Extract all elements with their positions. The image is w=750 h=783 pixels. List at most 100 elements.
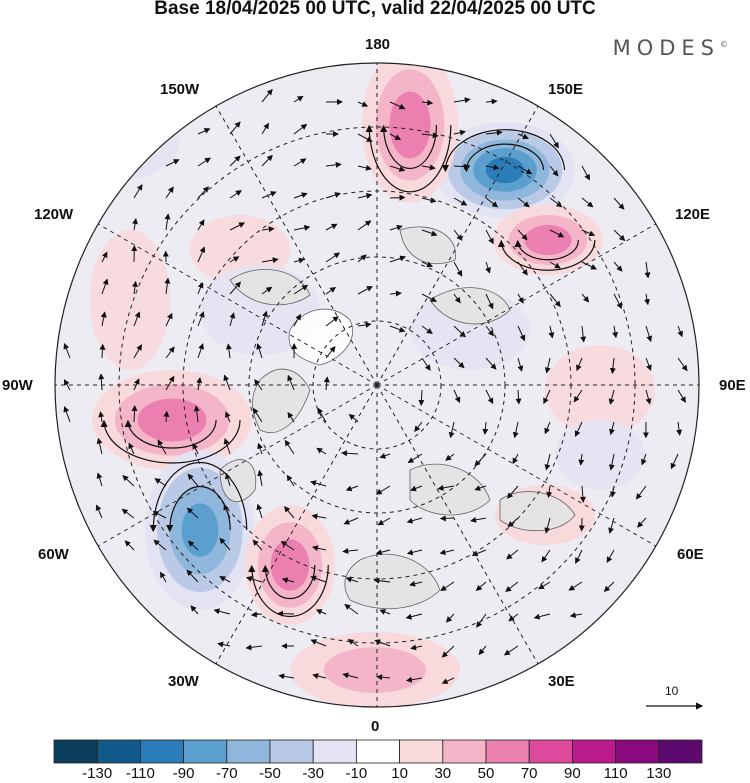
wind-vector (474, 485, 487, 491)
colorbar-tick-label: 10 (391, 765, 408, 782)
wind-vector (99, 343, 106, 359)
wind-vector (603, 581, 615, 592)
wind-vector (374, 639, 391, 647)
streamline (248, 564, 329, 618)
wind-vector (357, 254, 367, 263)
wind-vector (186, 507, 199, 519)
colorbar (53, 739, 703, 764)
wind-vector (645, 357, 652, 371)
wind-vector (229, 222, 246, 231)
anomaly-contour (324, 647, 426, 693)
wind-vector (578, 453, 585, 466)
wind-vector (517, 325, 526, 342)
wind-vector (644, 293, 650, 306)
wind-vector (197, 219, 205, 231)
lon-label-60e: 60E (677, 546, 704, 563)
wind-vector (254, 378, 263, 391)
wind-vector (507, 517, 519, 528)
wind-vector (197, 128, 211, 135)
wind-vector (375, 549, 391, 556)
wind-vector (421, 99, 434, 106)
wind-vector (261, 191, 277, 199)
wind-vector (164, 277, 171, 295)
wind-vector (165, 159, 180, 167)
wind-vector (548, 325, 555, 339)
wind-vector (549, 133, 559, 149)
map-disc (55, 63, 699, 707)
wind-vector (389, 101, 406, 110)
anomaly-contour (181, 503, 219, 557)
wind-vector (549, 293, 561, 308)
wind-vector (475, 581, 487, 592)
anomaly-contour (60, 100, 180, 180)
lon-label-120e: 120E (675, 206, 711, 223)
wind-vector (541, 549, 551, 563)
wind-vector (160, 571, 167, 583)
wind-vector (377, 517, 391, 526)
wind-vector (512, 421, 519, 439)
wind-vector (421, 261, 434, 268)
wind-vector (608, 517, 615, 534)
wind-vector (517, 293, 524, 304)
wind-vector (245, 576, 263, 583)
wind-vector (517, 133, 529, 140)
wind-vector (549, 165, 559, 177)
map-title: Base 18/04/2025 00 UTC, valid 22/04/2025… (154, 0, 596, 19)
wind-vector (197, 246, 206, 263)
wind-vector (229, 281, 242, 295)
wind-vector (410, 485, 423, 492)
wind-vector (311, 513, 327, 520)
wind-vector (325, 252, 341, 263)
wind-vector (192, 442, 199, 455)
wind-vector (293, 95, 304, 103)
anomaly-contour (485, 156, 525, 184)
wind-vector (517, 165, 533, 175)
wind-vector (606, 549, 615, 563)
wind-vector (131, 405, 138, 423)
wind-vector (187, 540, 199, 551)
wind-vector (224, 472, 231, 487)
wind-vector (225, 343, 232, 359)
wind-vector (579, 485, 586, 503)
wind-vector (261, 310, 268, 327)
wind-vector (453, 229, 463, 241)
streamline (441, 129, 566, 173)
reference-vector-label: 10 (665, 684, 679, 698)
wind-vector (376, 674, 391, 681)
wind-vector (453, 129, 466, 136)
streamline (380, 124, 438, 169)
wind-vector (197, 281, 204, 295)
colorbar-swatch (96, 739, 141, 764)
colorbar-swatch (139, 739, 184, 764)
wind-vector (293, 257, 305, 264)
anomaly-contour (137, 398, 207, 442)
colorbar-swatch (399, 739, 444, 764)
wind-vector (453, 293, 461, 304)
wind-vector (278, 673, 295, 680)
wind-vector (406, 549, 423, 556)
wind-vector (441, 645, 455, 658)
wind-vector (418, 389, 425, 407)
wind-vector (441, 677, 455, 684)
wind-vector (575, 549, 583, 564)
wind-vector (506, 549, 519, 560)
wind-vector (543, 389, 551, 405)
wind-vector (187, 473, 199, 487)
lon-label-120w: 120W (34, 206, 74, 223)
streamline (261, 564, 316, 600)
wind-vector (389, 165, 406, 172)
wind-vector (439, 549, 455, 556)
wind-vector (546, 485, 553, 498)
wind-vector (405, 613, 423, 620)
wind-vector (357, 101, 369, 107)
wind-vector (508, 613, 519, 622)
wind-vector (345, 576, 359, 583)
colorbar-tick-label: -90 (172, 765, 195, 782)
wind-vector (153, 539, 167, 551)
colorbar-tick-label: -10 (345, 765, 368, 782)
colorbar-swatch (615, 739, 660, 764)
brand-mark: © (720, 40, 728, 49)
wind-vector (252, 539, 263, 551)
wind-vector (325, 223, 338, 231)
